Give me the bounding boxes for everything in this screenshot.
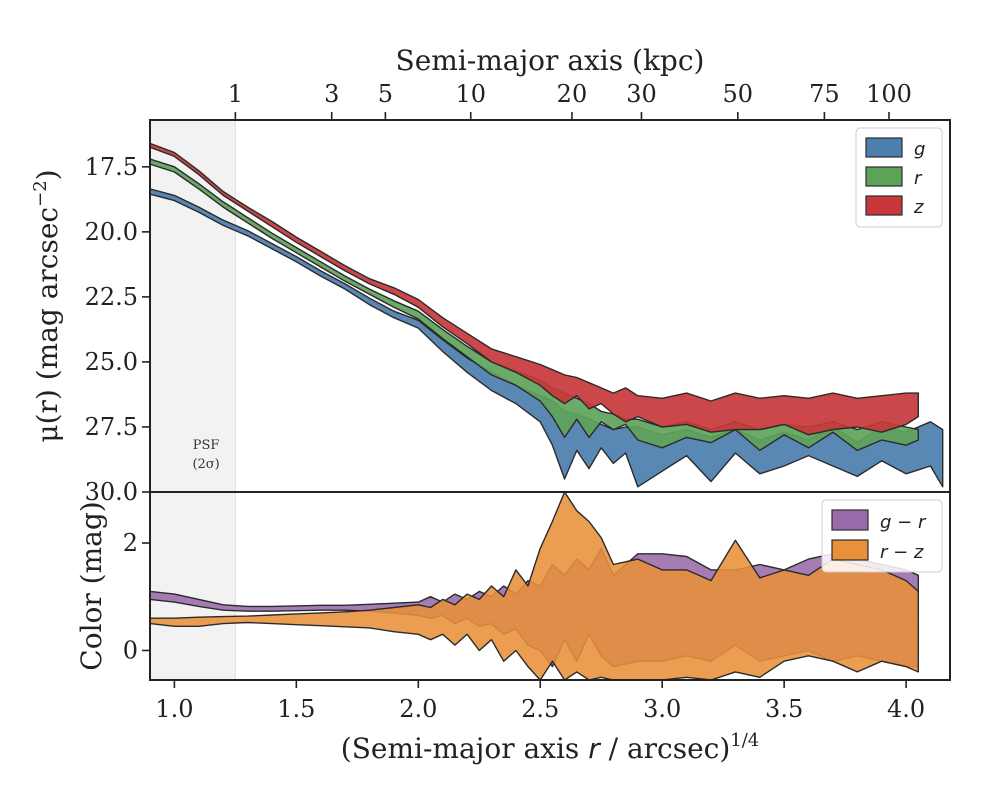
y-tick-label-bottom: 0 bbox=[123, 636, 138, 664]
top-tick-label: 3 bbox=[324, 80, 339, 108]
top-axis-title: Semi-major axis (kpc) bbox=[396, 44, 705, 77]
y-tick-label-top: 25.0 bbox=[85, 348, 138, 376]
axes-text: Semi-major axis (kpc) (Semi-major axis r… bbox=[30, 44, 759, 765]
x-tick-label: 2.0 bbox=[399, 695, 437, 723]
legend-bottom-label: r − z bbox=[880, 542, 924, 563]
legend-top-swatch bbox=[865, 195, 903, 216]
bottom-panel-frame bbox=[149, 491, 951, 681]
x-tick-label: 2.5 bbox=[521, 695, 559, 723]
y-tick-label-top: 22.5 bbox=[85, 283, 138, 311]
top-tick-label: 1 bbox=[228, 80, 243, 108]
top-tick-label: 30 bbox=[626, 80, 657, 108]
surface-brightness-panel: PSF(2σ)17.520.022.525.027.530.01 3 5 10 20 30… bbox=[85, 80, 951, 681]
top-tick-label: 5 bbox=[378, 80, 393, 108]
top-tick-label: 50 bbox=[723, 80, 754, 108]
y-axis-title-top: μ(r) (mag arcsec−2) bbox=[30, 169, 64, 442]
y-axis-title-bottom: Color (mag) bbox=[75, 501, 108, 670]
psf-label-line1: PSF bbox=[193, 438, 220, 453]
top-tick-label: 20 bbox=[557, 80, 588, 108]
y-tick-label-top: 30.0 bbox=[85, 478, 138, 506]
legend-top-label: g bbox=[914, 139, 925, 160]
x-axis-title: (Semi-major axis r / arcsec)1/4 bbox=[341, 730, 759, 765]
band-g bbox=[150, 188, 944, 488]
y-tick-label-top: 17.5 bbox=[85, 153, 138, 181]
x-tick-label: 3.0 bbox=[643, 695, 681, 723]
y-tick-label-bottom: 2 bbox=[123, 529, 138, 557]
y-tick-label-top: 27.5 bbox=[85, 413, 138, 441]
x-tick-label: 4.0 bbox=[887, 695, 925, 723]
psf-region bbox=[149, 119, 236, 681]
top-tick-label: 10 bbox=[455, 80, 486, 108]
legend-bottom-swatch bbox=[831, 509, 869, 531]
band-r bbox=[150, 158, 919, 452]
x-tick-label: 1.0 bbox=[155, 695, 193, 723]
psf-label-line2: (2σ) bbox=[192, 457, 219, 472]
y-tick-label-top: 20.0 bbox=[85, 218, 138, 246]
band-r-z bbox=[150, 492, 919, 680]
legend-top-swatch bbox=[865, 166, 903, 187]
legend-top-label: z bbox=[913, 197, 924, 218]
legend-top-swatch bbox=[865, 137, 903, 158]
x-tick-label: 1.5 bbox=[277, 695, 315, 723]
band-z bbox=[150, 142, 919, 436]
legend-bottom-label: g − r bbox=[880, 512, 927, 533]
color-panel: 0 2 1.0 1.5 2.0 2.5 3.0 3.5 4.0 g − r r − z bbox=[123, 491, 951, 723]
legend-top-label: r bbox=[914, 168, 923, 189]
legend-bottom-swatch bbox=[831, 539, 869, 561]
top-tick-label: 75 bbox=[809, 80, 840, 108]
top-tick-label: 100 bbox=[866, 80, 912, 108]
x-tick-label: 3.5 bbox=[765, 695, 803, 723]
